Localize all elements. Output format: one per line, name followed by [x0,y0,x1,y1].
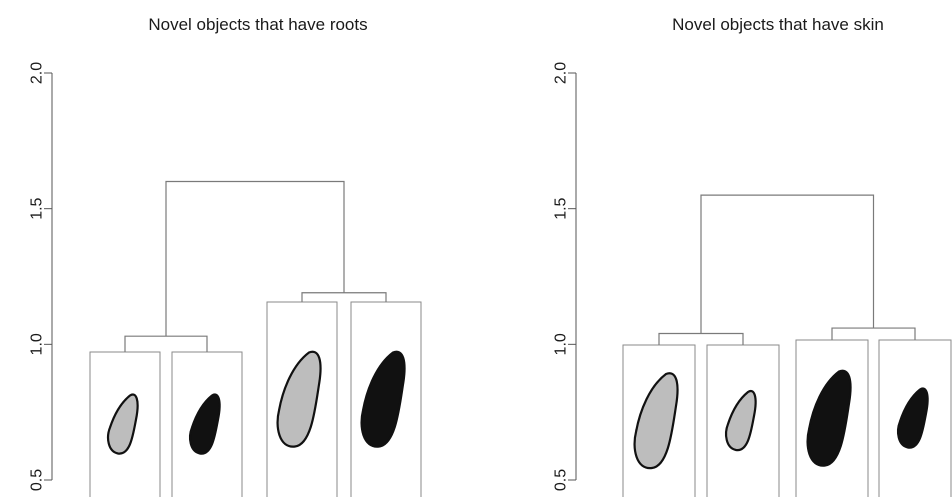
dendrogram-skin-svg: Novel objects that have skin 0.5 1.0 1.5 2.0 [553,15,952,502]
merge-link-1 [831,327,916,340]
merge-link-0 [124,335,208,352]
y-tick-label: 1.5 [29,197,46,219]
leaf-1 [706,344,780,502]
y-tick-label: 2.0 [29,62,46,84]
merge-link-2 [700,194,875,334]
y-tick-label: 2.0 [553,62,570,84]
y-tick-label: 1.0 [29,333,46,355]
leaf-shape [897,387,929,449]
y-tick-label: 1.5 [553,197,570,219]
dendrogram-panel-skin: Novel objects that have skin 0.5 1.0 1.5 2.0 [476,0,952,502]
leaf-2 [266,301,338,502]
y-tick-label: 0.5 [29,469,46,491]
leaf-3 [878,339,952,502]
leaf-shape [276,350,322,448]
leaf-3 [350,301,422,502]
merge-link-1 [301,292,387,302]
leaf-shape [360,350,406,448]
leaf-0 [89,351,161,502]
chart-title: Novel objects that have skin [672,15,884,34]
leaf-shape [107,393,139,455]
y-tick-label: 1.0 [553,333,570,355]
y-tick-label: 0.5 [553,469,570,491]
merge-link-2 [165,180,345,337]
leaf-shape [725,389,757,452]
chart-title: Novel objects that have roots [148,15,367,34]
leaf-shape [189,393,221,455]
leaf-0 [622,344,696,502]
leaf-2 [795,339,869,502]
leaf-shape [633,372,679,470]
merge-link-0 [658,332,744,345]
leaf-shape [806,369,852,467]
leaf-1 [171,351,243,502]
dendrogram-roots-svg: Novel objects that have roots 0.5 1.0 1.5 2.… [29,15,422,502]
dendrogram-panel-roots: Novel objects that have roots 0.5 1.0 1.5 2.… [0,0,476,502]
